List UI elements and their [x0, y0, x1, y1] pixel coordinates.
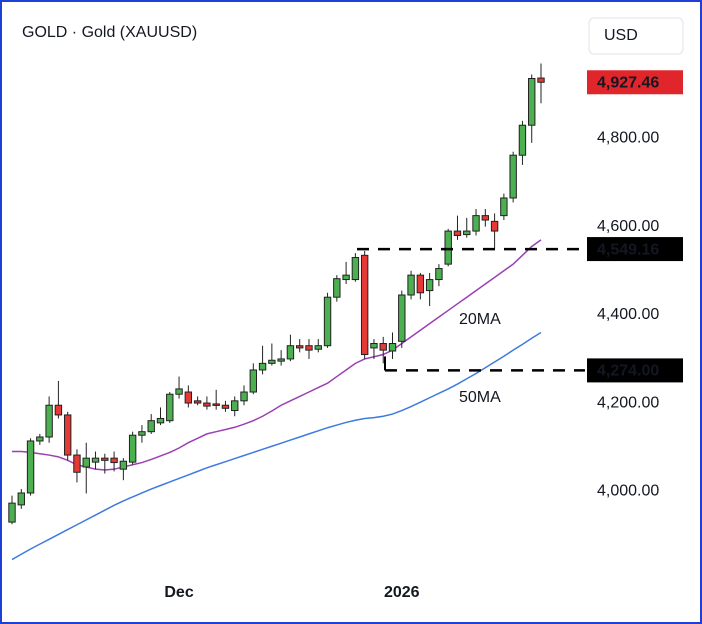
- candle-body: [17, 492, 25, 506]
- y-tick-label: 4,000.00: [597, 482, 659, 499]
- candle-body: [184, 391, 193, 404]
- candle-body: [166, 393, 174, 422]
- candle-body: [537, 77, 545, 83]
- candle-body: [481, 215, 490, 221]
- candle-body: [138, 431, 146, 436]
- candle-body: [388, 343, 397, 352]
- candle-body: [370, 343, 378, 349]
- candle-body: [231, 400, 239, 412]
- price-badge: [587, 358, 683, 383]
- moving-average: [12, 239, 542, 471]
- candle-body: [73, 454, 81, 473]
- y-tick-label: 4,400.00: [597, 306, 659, 323]
- candle-body: [435, 268, 443, 281]
- candle-body: [156, 417, 165, 424]
- x-tick-label: Dec: [164, 584, 193, 601]
- ma-label: 50MA: [459, 389, 501, 406]
- candle-body: [221, 404, 230, 409]
- candle-body: [342, 274, 350, 281]
- candle-body: [425, 279, 434, 292]
- candle-body: [193, 400, 202, 404]
- candle-body: [8, 502, 16, 523]
- candle-body: [268, 359, 276, 364]
- candle-body: [203, 402, 211, 407]
- candle-body: [175, 388, 183, 395]
- candle-body: [212, 403, 220, 406]
- currency-button[interactable]: [588, 17, 684, 55]
- candle-body: [54, 404, 63, 416]
- candle-body: [82, 457, 90, 468]
- candle-body: [453, 230, 462, 236]
- candle-body: [490, 220, 499, 232]
- candle-body: [463, 230, 471, 236]
- candle-body: [323, 296, 332, 347]
- candle-body: [26, 440, 35, 494]
- candle-body: [444, 230, 452, 265]
- candle-body: [518, 124, 527, 156]
- candle-body: [147, 420, 155, 433]
- y-tick-label: 4,200.00: [597, 394, 659, 411]
- candle-body: [258, 362, 267, 371]
- candle-body: [360, 254, 369, 356]
- candle-body: [36, 436, 44, 442]
- candle-body: [63, 414, 72, 456]
- candle-body: [528, 77, 536, 126]
- candle-body: [249, 369, 257, 393]
- price-badge-label: 4,549.16: [597, 241, 659, 258]
- candle-body: [101, 457, 109, 461]
- candle-body: [509, 154, 517, 199]
- candle-body: [128, 434, 137, 463]
- ma-label: 20MA: [459, 311, 501, 328]
- candle-body: [119, 460, 128, 470]
- candle-body: [91, 457, 100, 463]
- candle-body: [45, 404, 53, 438]
- candle-body: [379, 343, 387, 351]
- y-tick-label: 4,600.00: [597, 218, 659, 235]
- candle-body: [416, 274, 425, 294]
- moving-average: [11, 331, 542, 561]
- price-badge: [587, 237, 683, 262]
- chart-title: GOLD · Gold (XAUUSD): [22, 24, 197, 41]
- last-price-badge: [587, 70, 683, 95]
- candle-body: [407, 274, 415, 296]
- currency-label[interactable]: USD: [604, 27, 638, 44]
- x-tick-label: 2026: [384, 584, 420, 601]
- candle-body: [314, 345, 322, 350]
- candle-body: [398, 294, 406, 342]
- candle-body: [296, 345, 304, 349]
- last-price-label: 4,927.46: [597, 74, 659, 91]
- candle-body: [110, 457, 118, 464]
- candle-body: [472, 215, 480, 232]
- candle-body: [277, 358, 285, 362]
- candle-body: [351, 257, 360, 281]
- candle-body: [333, 278, 341, 298]
- candle-body: [500, 197, 508, 217]
- candle-body: [305, 345, 313, 351]
- y-tick-label: 4,800.00: [597, 130, 659, 147]
- candle-body: [286, 345, 295, 360]
- candle-body: [240, 391, 248, 402]
- price-badge-label: 4,274.00: [597, 363, 659, 380]
